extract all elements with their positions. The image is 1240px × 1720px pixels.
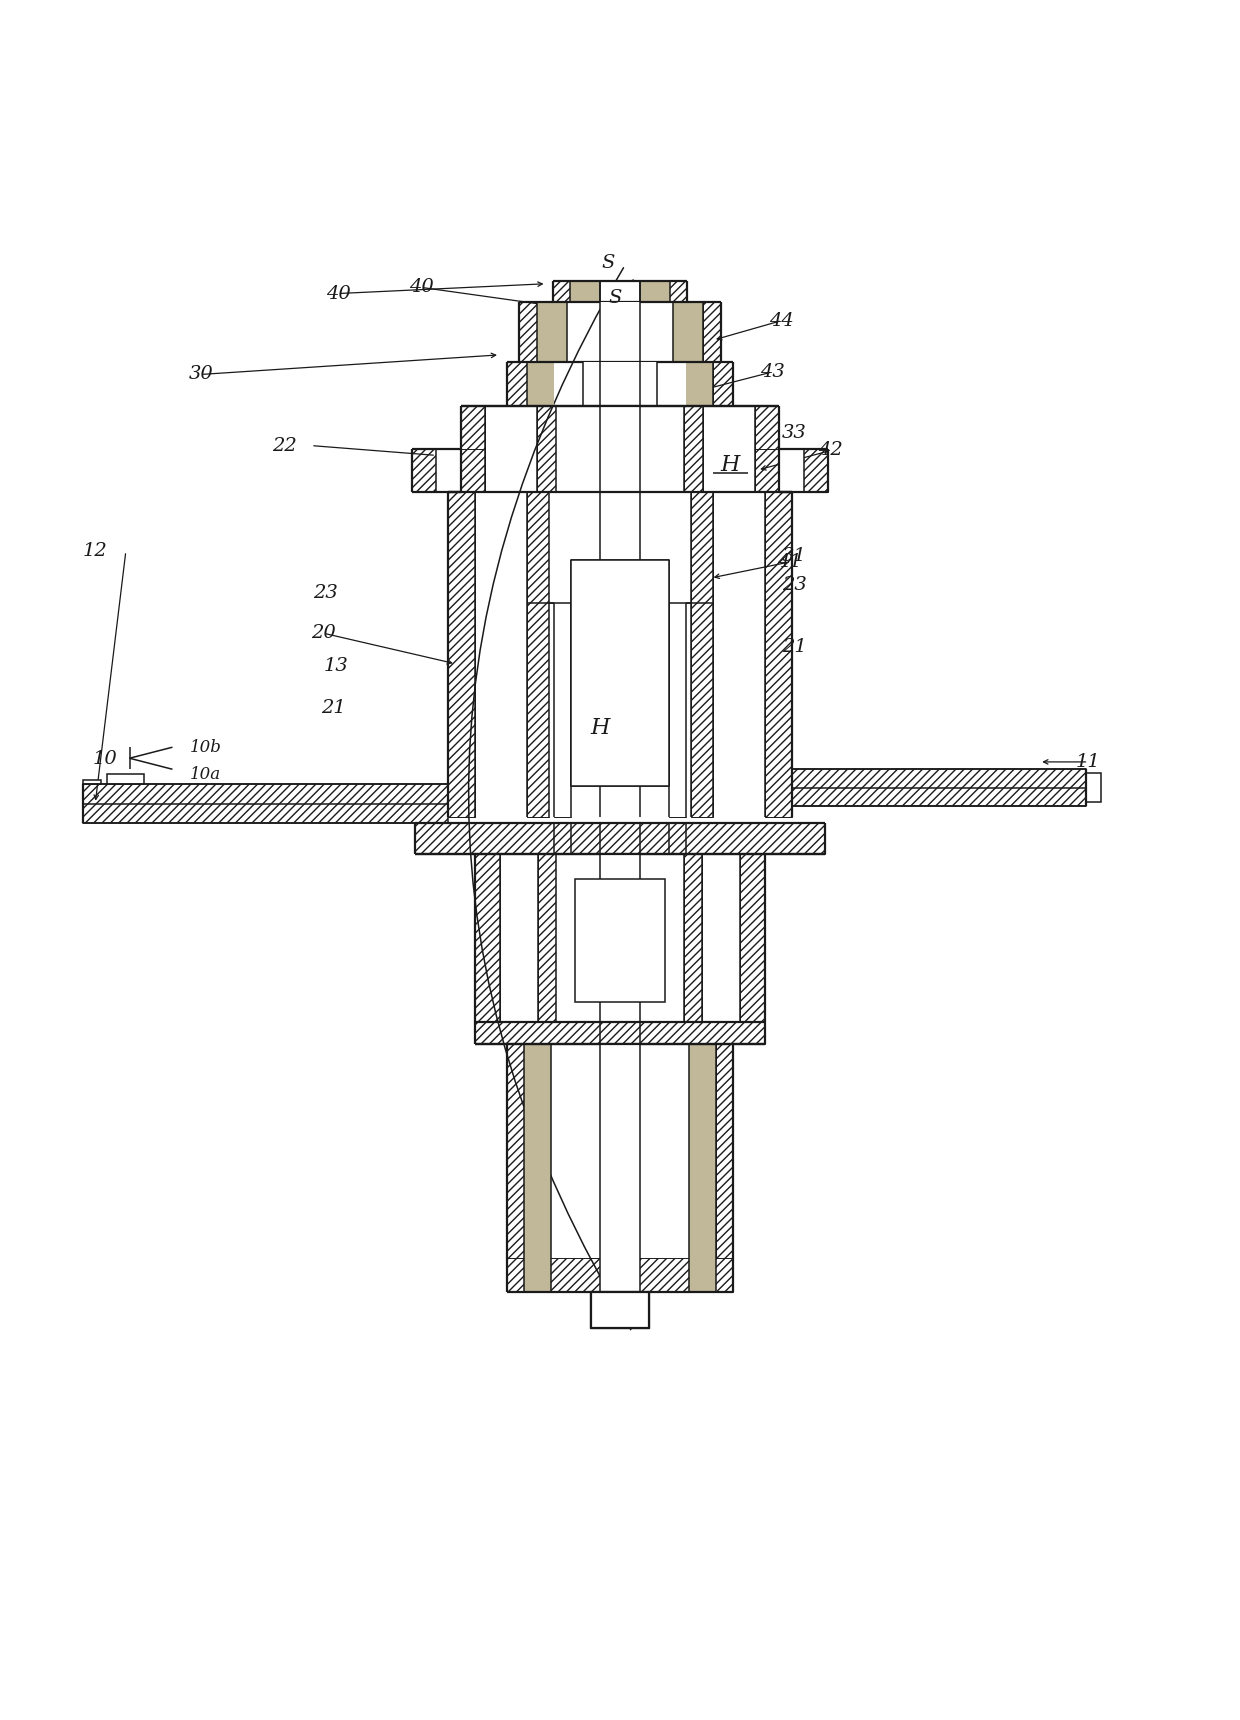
Bar <box>683 853 702 1022</box>
Text: 44: 44 <box>770 311 795 330</box>
Text: 41: 41 <box>776 554 801 571</box>
Bar <box>83 784 449 824</box>
Bar <box>570 602 670 817</box>
Bar <box>569 282 600 303</box>
Bar <box>765 492 791 817</box>
Bar <box>412 449 460 492</box>
Text: 13: 13 <box>324 657 348 676</box>
Bar <box>553 282 687 303</box>
Bar <box>557 406 683 492</box>
Text: 42: 42 <box>818 442 843 459</box>
Text: 43: 43 <box>760 363 785 382</box>
Text: 22: 22 <box>272 437 296 454</box>
Bar <box>600 1259 640 1292</box>
Bar <box>715 1044 733 1259</box>
Bar <box>475 1022 765 1044</box>
Text: 30: 30 <box>188 365 213 384</box>
Bar <box>688 1044 715 1259</box>
Text: 10b: 10b <box>190 738 222 755</box>
Text: 21: 21 <box>321 698 346 717</box>
Bar <box>507 1259 733 1292</box>
Bar <box>574 879 666 1001</box>
Bar <box>507 363 527 406</box>
Text: 23: 23 <box>781 576 806 595</box>
Bar <box>670 602 686 817</box>
Text: 20: 20 <box>311 624 336 642</box>
Bar <box>83 781 102 784</box>
Bar <box>525 1259 552 1292</box>
Bar <box>683 406 703 492</box>
Text: H: H <box>590 717 610 738</box>
Bar <box>460 449 485 492</box>
Bar <box>1086 772 1101 802</box>
Bar <box>537 303 567 363</box>
Bar <box>537 406 557 492</box>
Bar <box>600 492 640 817</box>
Bar <box>415 824 825 853</box>
Bar <box>108 774 144 784</box>
Bar <box>713 363 733 406</box>
Bar <box>703 303 720 363</box>
Bar <box>791 769 1086 807</box>
Bar <box>554 602 570 817</box>
Bar <box>449 492 475 817</box>
Bar <box>600 853 640 1022</box>
Bar <box>527 363 554 406</box>
Text: 23: 23 <box>314 583 339 602</box>
Bar <box>780 449 828 492</box>
Bar <box>755 406 780 492</box>
Bar <box>780 449 804 492</box>
Bar <box>583 363 657 406</box>
Bar <box>673 303 703 363</box>
Bar <box>549 492 691 817</box>
Bar <box>590 1292 650 1328</box>
Bar <box>557 853 683 1022</box>
Bar <box>538 853 557 1022</box>
Bar <box>600 282 640 303</box>
Text: S: S <box>601 255 615 272</box>
Bar <box>475 853 500 1022</box>
Text: 10a: 10a <box>190 765 221 783</box>
Text: 11: 11 <box>1076 753 1101 771</box>
Text: 40: 40 <box>409 279 434 296</box>
Bar <box>755 449 780 492</box>
Text: S: S <box>609 289 621 308</box>
Text: 40: 40 <box>326 284 351 303</box>
Bar <box>527 492 549 817</box>
Bar <box>570 559 670 786</box>
Bar <box>740 853 765 1022</box>
Text: 21: 21 <box>781 638 806 655</box>
Bar <box>525 1044 552 1259</box>
Bar <box>436 449 460 492</box>
Bar <box>686 363 713 406</box>
Bar <box>600 406 640 492</box>
Bar <box>507 1044 525 1259</box>
Text: 10: 10 <box>93 750 118 769</box>
Text: 33: 33 <box>781 425 806 442</box>
Text: 31: 31 <box>781 547 806 564</box>
Bar <box>600 303 640 363</box>
Bar <box>520 303 537 363</box>
Bar <box>460 406 485 492</box>
Bar <box>600 1044 640 1259</box>
Bar <box>640 282 671 303</box>
Bar <box>688 1259 715 1292</box>
Bar <box>691 492 713 817</box>
Text: 12: 12 <box>83 542 108 561</box>
Text: H: H <box>720 454 740 476</box>
